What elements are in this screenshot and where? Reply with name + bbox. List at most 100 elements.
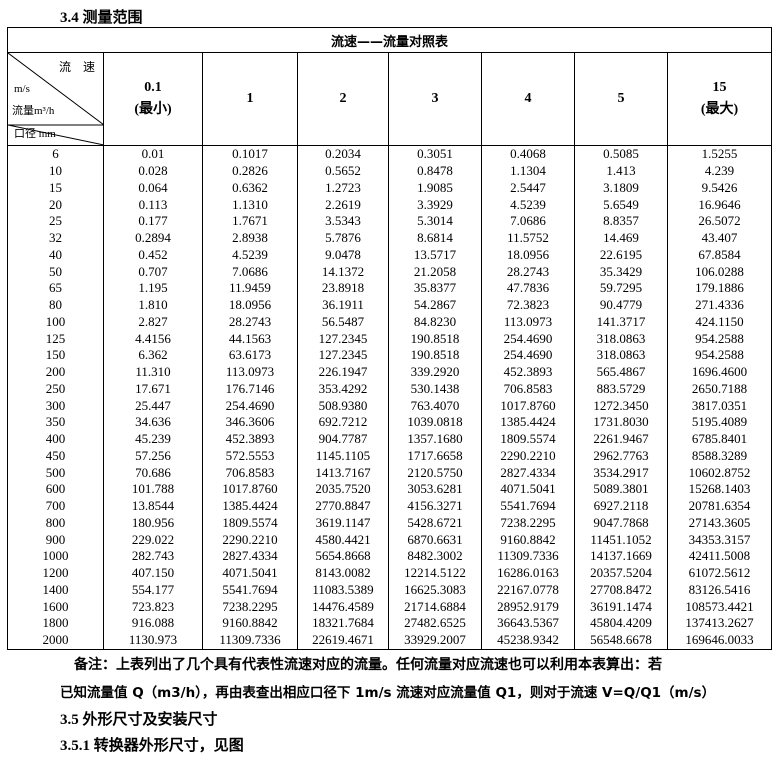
flow-cell: 1717.6658 [388, 447, 482, 465]
table-row: 40 0.452 4.5239 9.0478 13.5717 18.0956 22.6195… [7, 246, 772, 264]
flow-cell: 56.5487 [297, 313, 389, 331]
table-row: 125 4.4156 44.1563 127.2345 190.8518 254.4690… [7, 330, 772, 347]
flow-cell: 0.4068 [481, 145, 575, 163]
flow-cell: 346.3606 [202, 414, 298, 431]
diameter-cell: 6 [7, 145, 104, 163]
flow-cell: 3.5343 [297, 213, 389, 230]
flow-cell: 141.3717 [574, 313, 668, 331]
flow-cell: 22167.0778 [481, 581, 575, 599]
flow-cell: 11.310 [103, 363, 203, 381]
flow-cell: 36.1911 [297, 296, 389, 314]
section-heading: 3.5.1 转换器外形尺寸，见图 [60, 738, 244, 754]
flow-cell: 1385.4424 [202, 497, 298, 515]
flow-cell: 1145.1105 [297, 447, 389, 465]
flow-cell: 11.9459 [202, 280, 298, 297]
flow-cell: 20781.6354 [667, 497, 772, 515]
diameter-cell: 65 [7, 280, 104, 297]
flow-cell: 4156.3271 [388, 497, 482, 515]
flow-cell: 2120.5750 [388, 464, 482, 481]
flow-cell: 13.5717 [388, 246, 482, 264]
table-row: 300 25.447 254.4690 508.9380 763.4070 1017.87… [7, 397, 772, 414]
flow-cell: 0.113 [103, 196, 203, 213]
flow-cell: 407.150 [103, 564, 203, 582]
flow-cell: 28.2743 [202, 313, 298, 331]
flow-cell: 190.8518 [388, 330, 482, 347]
flow-cell: 254.4690 [481, 347, 575, 364]
flow-cell: 763.4070 [388, 397, 482, 414]
table-row: 2000 1130.973 11309.7336 22619.4671 33929.20… [7, 631, 772, 649]
flow-cell: 4.5239 [481, 196, 575, 213]
column-header: 3 [388, 52, 482, 146]
flow-cell: 67.8584 [667, 246, 772, 264]
flow-cell: 72.3823 [481, 296, 575, 314]
flow-cell: 2962.7763 [574, 447, 668, 465]
flow-cell: 25.447 [103, 397, 203, 414]
flow-cell: 57.256 [103, 447, 203, 465]
flow-cell: 1.5255 [667, 145, 772, 163]
flow-cell: 452.3893 [202, 430, 298, 448]
flow-cell: 11309.7336 [481, 548, 575, 565]
table-row: 1800 916.088 9160.8842 18321.7684 27482.6525… [7, 615, 772, 632]
table-row: 800 180.956 1809.5574 3619.1147 5428.6721 723… [7, 514, 772, 532]
flow-cell: 169646.0033 [667, 631, 772, 649]
table-row: 50 0.707 7.0686 14.1372 21.2058 28.2743 35.342… [7, 263, 772, 280]
flow-cell: 127.2345 [297, 347, 389, 364]
table-row: 20 0.113 1.1310 2.2619 3.3929 4.5239 5.6549 16.… [7, 196, 772, 213]
flow-cell: 3619.1147 [297, 514, 389, 532]
table-row: 1000 282.743 2827.4334 5654.8668 8482.3002 11… [7, 548, 772, 565]
table-row: 15 0.064 0.6362 1.2723 1.9085 2.5447 3.1809 9.5… [7, 179, 772, 197]
flow-cell: 2770.8847 [297, 497, 389, 515]
flow-cell: 5.7876 [297, 229, 389, 247]
flow-cell: 706.8583 [202, 464, 298, 481]
flow-cell: 1017.8760 [481, 397, 575, 414]
flow-cell: 7.0686 [202, 263, 298, 280]
column-speed: 0.1 [144, 80, 162, 95]
flow-cell: 5.6549 [574, 196, 668, 213]
flow-cell: 14.469 [574, 229, 668, 247]
flow-cell: 14.1372 [297, 263, 389, 280]
flow-cell: 1.810 [103, 296, 203, 314]
flow-cell: 1.2723 [297, 179, 389, 197]
column-speed: 1 [246, 91, 254, 106]
flow-cell: 1731.8030 [574, 414, 668, 431]
flow-cell: 282.743 [103, 548, 203, 565]
flow-cell: 883.5729 [574, 380, 668, 398]
diameter-cell: 25 [7, 213, 104, 230]
flow-cell: 36643.5367 [481, 615, 575, 632]
flow-cell: 20357.5204 [574, 564, 668, 582]
diameter-cell: 1000 [7, 548, 104, 565]
diameter-cell: 1600 [7, 598, 104, 615]
flow-cell: 7.0686 [481, 213, 575, 230]
flow-cell: 572.5553 [202, 447, 298, 465]
flow-cell: 12214.5122 [388, 564, 482, 582]
flow-cell: 176.7146 [202, 380, 298, 398]
flow-cell: 565.4867 [574, 363, 668, 381]
flow-cell: 11451.1052 [574, 531, 668, 548]
column-speed: 3 [431, 91, 439, 106]
diameter-cell: 250 [7, 380, 104, 398]
flow-cell: 0.5652 [297, 162, 389, 180]
flow-cell: 13.8544 [103, 497, 203, 515]
flow-cell: 0.028 [103, 162, 203, 180]
diameter-cell: 800 [7, 514, 104, 532]
flow-cell: 2827.4334 [202, 548, 298, 565]
column-header: 15 (最大) [667, 52, 772, 146]
flow-cell: 5428.6721 [388, 514, 482, 532]
flow-cell: 101.788 [103, 481, 203, 498]
flow-cell: 4071.5041 [202, 564, 298, 582]
flow-cell: 21.2058 [388, 263, 482, 280]
flow-cell: 0.1017 [202, 145, 298, 163]
flow-cell: 18.0956 [202, 296, 298, 314]
table-row: 1600 723.823 7238.2295 14476.4589 21714.6884… [7, 598, 772, 615]
flow-cell: 22619.4671 [297, 631, 389, 649]
diameter-cell: 15 [7, 179, 104, 197]
flow-cell: 1.9085 [388, 179, 482, 197]
flow-cell: 0.064 [103, 179, 203, 197]
flow-cell: 1130.973 [103, 631, 203, 649]
flow-cell: 3.3929 [388, 196, 482, 213]
flow-cell: 106.0288 [667, 263, 772, 280]
flow-cell: 9160.8842 [481, 531, 575, 548]
flow-cell: 45.239 [103, 430, 203, 448]
flow-cell: 508.9380 [297, 397, 389, 414]
flow-cell: 23.8918 [297, 280, 389, 297]
